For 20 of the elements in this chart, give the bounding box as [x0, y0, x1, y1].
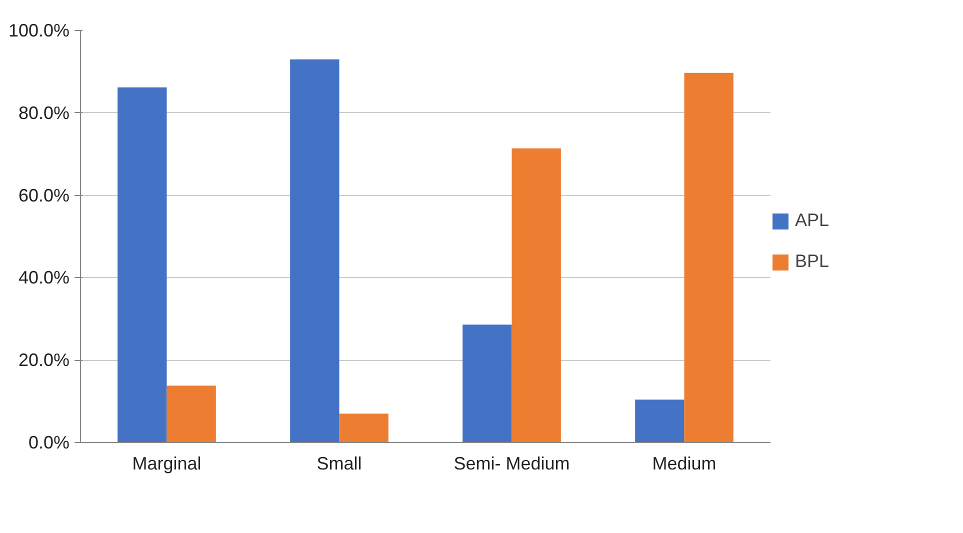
x-tick-label: Medium [652, 454, 716, 474]
bar [512, 148, 561, 442]
legend-label: BPL [795, 251, 830, 272]
y-tick-label: 80.0% [18, 102, 70, 123]
bar [166, 386, 216, 442]
y-tick-label: 0.0% [28, 432, 70, 452]
y-tick-label: 100.0% [8, 20, 70, 40]
y-tick-label: 40.0% [18, 268, 70, 288]
y-tick-label: 20.0% [18, 350, 70, 370]
legend-label: APL [795, 210, 830, 231]
bar [339, 414, 388, 442]
y-tick-label: 60.0% [18, 185, 70, 206]
x-tick-label: Semi- Medium [454, 454, 570, 474]
bar [118, 87, 167, 442]
x-tick-label: Small [316, 454, 362, 474]
bar [635, 400, 684, 442]
bar [462, 324, 512, 442]
bar [684, 72, 734, 442]
bar [290, 59, 340, 442]
x-tick-label: Marginal [132, 454, 202, 474]
